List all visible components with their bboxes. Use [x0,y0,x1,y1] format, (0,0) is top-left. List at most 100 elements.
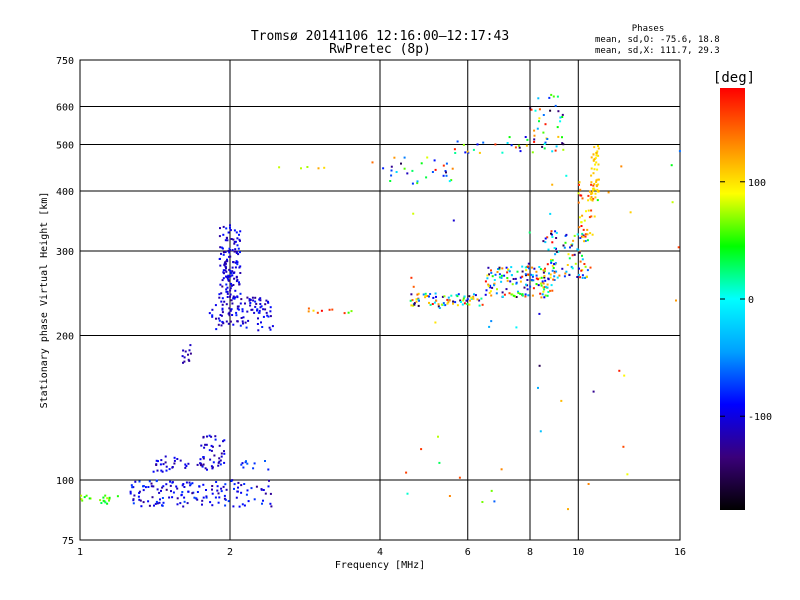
echo-point [542,271,545,274]
echo-point [512,278,515,280]
echo-point [551,289,554,292]
echo-point [546,283,549,286]
echo-point [450,179,453,182]
echo-point [102,496,105,499]
echo-point [242,322,244,325]
echo-point [553,271,556,274]
echo-point [514,146,517,149]
echo-point [390,165,393,168]
echo-point [223,450,225,453]
echo-point [452,300,455,303]
echo-point [433,301,436,304]
echo-point [264,308,267,311]
echo-point [561,142,564,145]
echo-point [183,360,186,363]
echo-point [416,182,419,185]
echo-point [431,171,434,173]
echo-point [463,295,466,298]
echo-point [526,288,529,291]
echo-point [214,304,217,307]
echo-point [225,275,227,278]
echo-point [182,361,184,364]
echo-point [221,297,224,300]
echo-point [230,480,233,482]
echo-point [155,464,158,466]
echo-point [242,316,245,319]
echo-point [237,481,240,484]
echo-point [227,274,230,277]
echo-point [261,502,263,505]
echo-point [231,274,234,277]
echo-point [176,487,179,490]
echo-point [229,293,232,296]
echo-point [587,209,590,212]
echo-point [234,296,237,299]
echo-point [138,498,141,501]
echo-point [138,490,141,493]
echo-point [498,276,501,279]
echo-point [200,444,203,447]
echo-point [493,279,496,281]
echo-point [489,286,492,289]
echo-point [519,150,522,153]
echo-point [161,486,164,489]
echo-point [231,249,234,252]
echo-point [235,276,238,279]
echo-point [238,233,240,236]
echo-point [219,227,221,230]
echo-point [247,500,250,503]
y-tick-label: 400 [56,187,74,198]
echo-point [544,123,547,126]
echo-point [320,309,323,312]
echo-point [446,298,449,301]
echo-point [211,466,214,469]
echo-point [228,307,231,310]
echo-point [521,265,524,268]
echo-point [215,317,217,320]
echo-point [234,240,237,243]
echo-point [490,294,493,297]
echo-point [519,280,522,283]
echo-point [550,261,553,264]
echo-point [500,274,503,277]
echo-point [312,309,315,312]
echo-point [466,298,469,301]
echo-point [567,508,569,511]
echo-point [596,188,599,191]
echo-point [441,295,444,298]
echo-point [584,233,587,236]
echo-point [208,312,211,315]
echo-point [470,296,473,299]
echo-point [165,483,168,486]
echo-point [208,434,211,437]
echo-point [523,286,526,289]
echo-point [536,127,539,130]
echo-point [551,269,554,272]
echo-point [237,308,240,311]
echo-point [248,298,251,301]
echo-point [508,136,511,139]
echo-point [226,277,229,280]
echo-point [267,301,270,304]
y-tick-label: 750 [56,56,74,67]
echo-point [215,481,218,483]
echo-point [552,95,555,98]
echo-point [524,266,527,269]
echo-point [168,468,171,471]
echo-point [595,154,598,156]
echo-point [172,491,175,494]
echo-point [266,314,269,317]
echo-point [551,236,554,238]
echo-point [147,500,150,503]
echo-point [462,143,465,146]
echo-point [534,109,537,112]
echo-point [147,486,150,488]
echo-point [592,390,595,393]
echo-point [539,430,542,433]
echo-point [579,237,582,239]
echo-point [390,174,393,177]
echo-point [220,487,223,490]
echo-point [508,292,511,295]
echo-point [231,270,234,273]
echo-point [221,279,224,282]
